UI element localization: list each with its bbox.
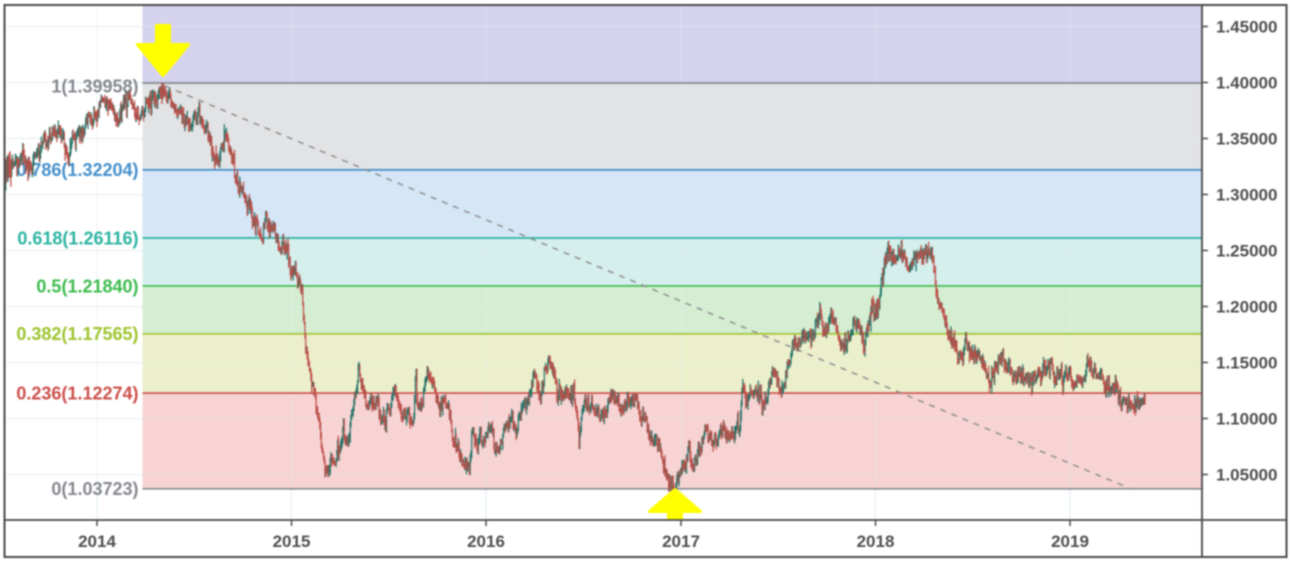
svg-text:1.45000: 1.45000 (1216, 18, 1277, 37)
svg-text:1.20000: 1.20000 (1216, 298, 1277, 317)
svg-text:1.30000: 1.30000 (1216, 186, 1277, 205)
svg-text:1(1.39958): 1(1.39958) (51, 76, 138, 96)
svg-text:0.236(1.12274): 0.236(1.12274) (16, 383, 138, 403)
svg-text:1.05000: 1.05000 (1216, 466, 1277, 485)
svg-text:2016: 2016 (467, 532, 505, 551)
svg-text:1.15000: 1.15000 (1216, 354, 1277, 373)
svg-text:0.5(1.21840): 0.5(1.21840) (36, 276, 138, 296)
svg-text:2019: 2019 (1051, 532, 1089, 551)
svg-text:0.618(1.26116): 0.618(1.26116) (17, 228, 138, 248)
svg-text:2017: 2017 (662, 532, 700, 551)
svg-text:1.25000: 1.25000 (1216, 242, 1277, 261)
svg-text:0.382(1.17565): 0.382(1.17565) (16, 324, 138, 344)
svg-text:0(1.03723): 0(1.03723) (51, 479, 138, 499)
svg-text:0.786(1.32204): 0.786(1.32204) (16, 160, 138, 180)
svg-text:2014: 2014 (78, 532, 116, 551)
svg-text:1.10000: 1.10000 (1216, 410, 1277, 429)
svg-text:2018: 2018 (857, 532, 895, 551)
svg-text:2015: 2015 (273, 532, 311, 551)
svg-text:1.40000: 1.40000 (1216, 74, 1277, 93)
svg-text:1.35000: 1.35000 (1216, 130, 1277, 149)
